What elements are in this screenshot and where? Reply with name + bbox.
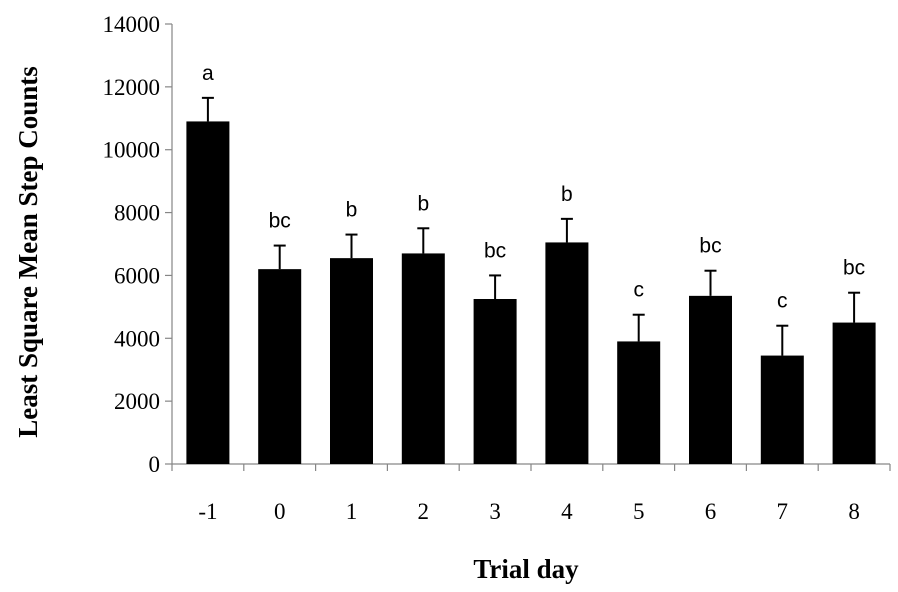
x-axis: -1 0 1 2 3 4 5 6 7 8 bbox=[171, 463, 891, 524]
y-tick-label: 14000 bbox=[103, 12, 161, 37]
y-tick-label: 0 bbox=[149, 452, 161, 477]
x-tick-label: 7 bbox=[777, 499, 789, 524]
significance-label: bc bbox=[843, 257, 865, 280]
bar bbox=[689, 295, 732, 464]
x-tick-label: 6 bbox=[705, 499, 717, 524]
y-axis-title: Least Square Mean Step Counts bbox=[13, 66, 43, 438]
y-axis: 0 2000 4000 6000 8000 10000 12000 14000 bbox=[103, 12, 173, 477]
bar bbox=[186, 121, 230, 464]
bar bbox=[760, 355, 804, 464]
x-tick-label: 3 bbox=[489, 499, 501, 524]
significance-label: c bbox=[633, 279, 644, 302]
y-tick-label: 8000 bbox=[114, 201, 160, 226]
significance-label: bc bbox=[699, 235, 721, 258]
x-tick-label: 4 bbox=[561, 499, 573, 524]
x-tick-label: 8 bbox=[848, 499, 860, 524]
x-axis-title: Trial day bbox=[473, 554, 579, 584]
x-tick-label: 1 bbox=[346, 499, 358, 524]
significance-label: bc bbox=[269, 210, 291, 233]
y-tick-label: 2000 bbox=[114, 389, 160, 414]
x-tick-label: -1 bbox=[198, 499, 217, 524]
x-tick-label: 2 bbox=[418, 499, 430, 524]
bar bbox=[330, 258, 373, 464]
y-tick-label: 6000 bbox=[114, 263, 160, 288]
x-tick-label: 0 bbox=[274, 499, 286, 524]
bar bbox=[545, 242, 589, 464]
x-tick-label: 5 bbox=[633, 499, 645, 524]
bar bbox=[617, 341, 661, 464]
bar bbox=[473, 299, 517, 464]
significance-label: b bbox=[561, 183, 573, 206]
significance-label: b bbox=[417, 192, 429, 215]
significance-label: c bbox=[777, 290, 788, 313]
bar bbox=[401, 253, 445, 464]
y-tick-label: 4000 bbox=[114, 326, 160, 351]
bars bbox=[186, 121, 876, 464]
significance-label: bc bbox=[484, 239, 506, 262]
significance-label: a bbox=[202, 62, 214, 85]
error-bars bbox=[201, 96, 861, 356]
bar bbox=[832, 322, 876, 464]
significance-label: b bbox=[346, 199, 358, 222]
bar bbox=[258, 269, 302, 464]
y-tick-label: 12000 bbox=[103, 75, 161, 100]
y-tick-label: 10000 bbox=[103, 138, 161, 163]
